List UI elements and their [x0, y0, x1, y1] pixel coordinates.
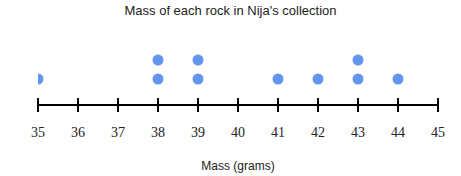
svg-text:43: 43	[351, 125, 365, 140]
svg-text:40: 40	[231, 125, 245, 140]
svg-text:42: 42	[311, 125, 325, 140]
svg-text:36: 36	[71, 125, 85, 140]
svg-text:37: 37	[111, 125, 125, 140]
svg-text:38: 38	[151, 125, 165, 140]
svg-text:44: 44	[391, 125, 405, 140]
svg-text:35: 35	[31, 125, 45, 140]
svg-text:41: 41	[271, 125, 285, 140]
svg-text:Mass (grams): Mass (grams)	[201, 159, 274, 173]
html-text:Mass of each rock in Nija's co: Mass of each rock in Nija's collection	[124, 3, 337, 18]
svg-text:39: 39	[191, 125, 205, 140]
svg-text:45: 45	[431, 125, 445, 140]
